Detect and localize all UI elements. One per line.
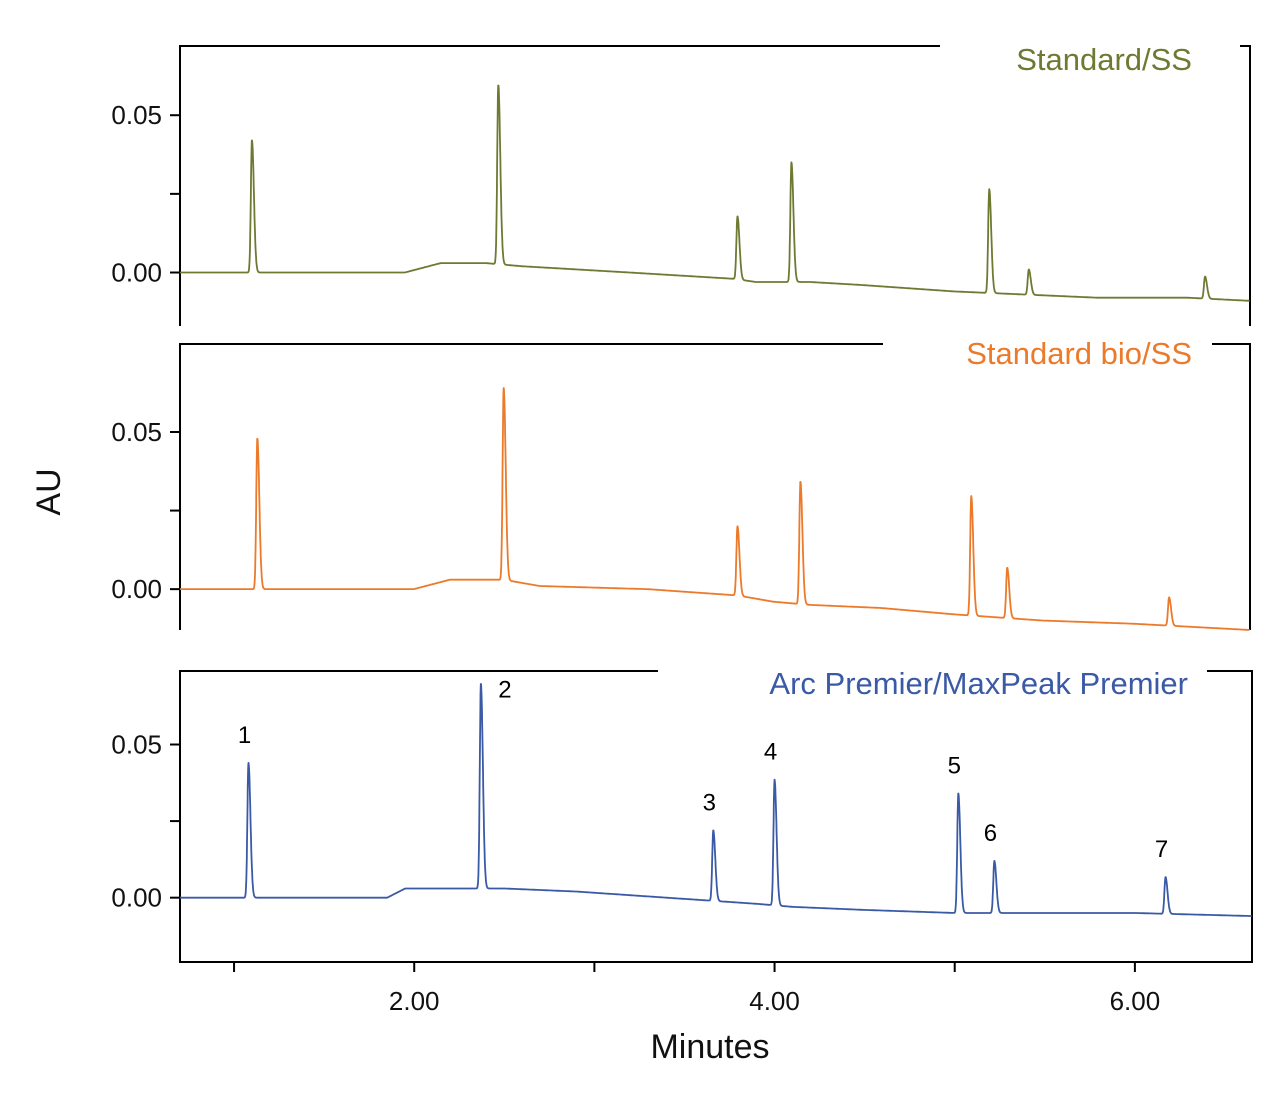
panel-title: Arc Premier/MaxPeak Premier	[769, 666, 1188, 701]
peak-label-6: 6	[984, 820, 997, 847]
panel-2: Standard bio/SS 0.00 0.05	[111, 336, 1251, 631]
y-tick-label: 0.00	[111, 258, 162, 288]
peak-label-4: 4	[764, 739, 777, 766]
x-axis: 2.00 4.00 6.00	[233, 962, 1161, 1016]
peak-label-3: 3	[703, 789, 716, 816]
series-line	[179, 387, 1250, 631]
panel-frame	[179, 343, 1251, 630]
y-tick-label: 0.05	[111, 100, 162, 130]
y-tick-label: 0.00	[111, 574, 162, 604]
peak-label-7: 7	[1155, 836, 1168, 863]
x-tick-label: 4.00	[749, 986, 800, 1016]
y-axis-title: AU	[30, 468, 68, 515]
panel-1: Standard/SS 0.00 0.05	[111, 42, 1251, 326]
x-tick-label: 2.00	[389, 986, 440, 1016]
y-tick-label: 0.05	[111, 730, 162, 760]
peak-label-2: 2	[498, 676, 511, 703]
panel-title: Standard bio/SS	[966, 336, 1192, 371]
y-tick-label: 0.00	[111, 883, 162, 913]
panel-frame	[179, 45, 1251, 326]
x-axis-title: Minutes	[650, 1028, 769, 1066]
panel-frame	[179, 670, 1253, 963]
series-line	[179, 84, 1250, 302]
panel-3: Arc Premier/MaxPeak Premier 0.00 0.05 1 2 3 4 5…	[111, 666, 1253, 963]
peak-label-5: 5	[948, 753, 961, 780]
panel-title: Standard/SS	[1016, 42, 1192, 77]
series-line	[179, 683, 1252, 917]
y-tick-label: 0.05	[111, 417, 162, 447]
peak-label-1: 1	[238, 722, 251, 749]
x-tick-label: 6.00	[1110, 986, 1161, 1016]
